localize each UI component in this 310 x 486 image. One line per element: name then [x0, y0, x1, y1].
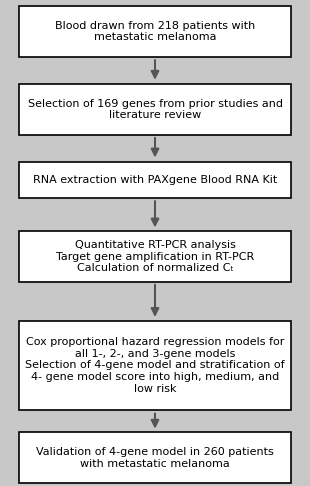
Text: Blood drawn from 218 patients with
metastatic melanoma: Blood drawn from 218 patients with metas…	[55, 21, 255, 42]
FancyBboxPatch shape	[19, 84, 291, 135]
Text: Cox proportional hazard regression models for
all 1-, 2-, and 3-gene models
Sele: Cox proportional hazard regression model…	[25, 337, 285, 394]
FancyBboxPatch shape	[19, 231, 291, 282]
FancyBboxPatch shape	[19, 161, 291, 198]
Text: RNA extraction with PAXgene Blood RNA Kit: RNA extraction with PAXgene Blood RNA Ki…	[33, 175, 277, 185]
FancyBboxPatch shape	[19, 433, 291, 483]
Text: Selection of 169 genes from prior studies and
literature review: Selection of 169 genes from prior studie…	[28, 99, 282, 120]
Text: Validation of 4-gene model in 260 patients
with metastatic melanoma: Validation of 4-gene model in 260 patien…	[36, 447, 274, 469]
FancyBboxPatch shape	[19, 6, 291, 57]
Text: Quantitative RT-PCR analysis
Target gene amplification in RT-PCR
Calculation of : Quantitative RT-PCR analysis Target gene…	[56, 240, 254, 273]
FancyBboxPatch shape	[19, 321, 291, 410]
